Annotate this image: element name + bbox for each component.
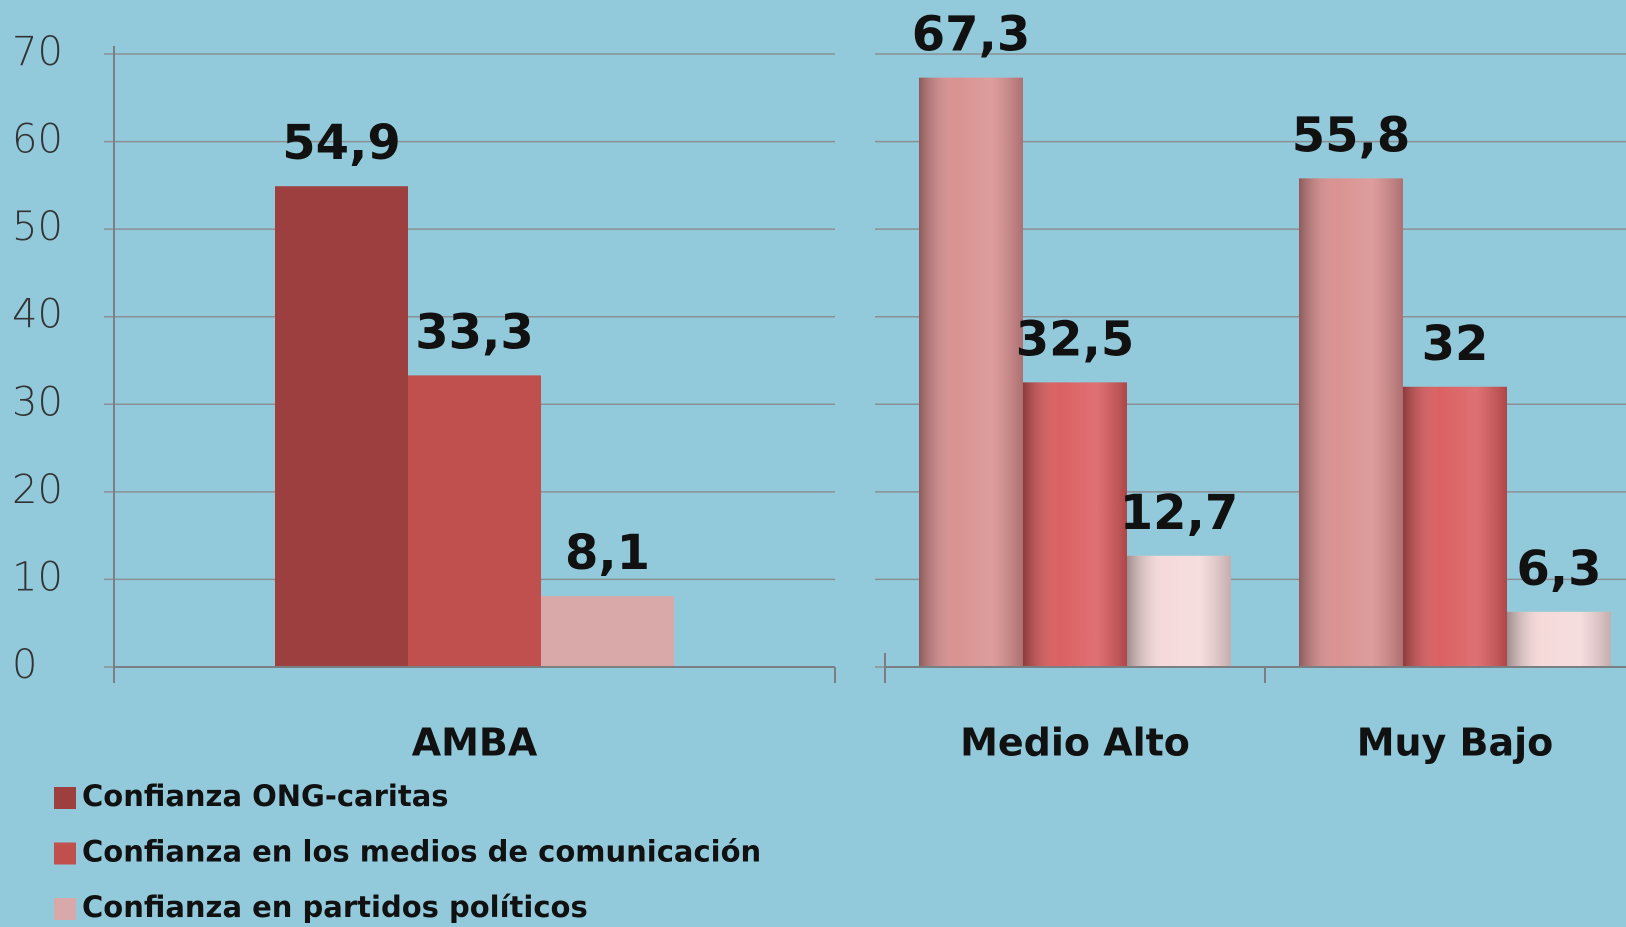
y-tick-label: 0 [12, 642, 37, 688]
legend-label: Confianza ONG-caritas [82, 779, 449, 813]
y-tick-label: 60 [12, 117, 63, 163]
bar-shade [1507, 611, 1611, 667]
data-label: 12,7 [1120, 485, 1238, 541]
y-tick-label: 10 [12, 554, 63, 600]
bar [408, 375, 541, 667]
y-tick-label: 40 [12, 292, 63, 338]
bar-shade [919, 77, 1023, 667]
x-tick-label: AMBA [412, 721, 538, 765]
data-label: 32,5 [1016, 311, 1134, 367]
data-label: 6,3 [1516, 541, 1601, 597]
data-label: 8,1 [565, 525, 650, 581]
legend-swatch [54, 898, 76, 920]
legend-label: Confianza en los medios de comunicación [82, 835, 761, 869]
bar-shade [1299, 178, 1403, 667]
legend-label: Confianza en partidos políticos [82, 890, 588, 924]
bar-shade [1023, 382, 1127, 667]
data-label: 32 [1422, 316, 1489, 372]
legend-swatch [54, 842, 76, 865]
data-label: 67,3 [912, 7, 1030, 63]
data-label: 33,3 [415, 304, 533, 360]
legend-swatch [54, 787, 76, 809]
y-tick-label: 30 [12, 379, 63, 425]
bar [275, 186, 408, 668]
data-label: 54,9 [282, 115, 400, 171]
x-tick-label: Medio Alto [960, 721, 1190, 765]
bar-shade [1403, 386, 1507, 667]
x-tick-label: Muy Bajo [1357, 721, 1554, 765]
bar-shade [1127, 555, 1231, 667]
y-tick-label: 50 [12, 204, 63, 250]
y-tick-label: 20 [12, 467, 63, 513]
y-tick-label: 70 [12, 29, 63, 75]
bar [541, 596, 674, 667]
data-label: 55,8 [1292, 107, 1410, 163]
